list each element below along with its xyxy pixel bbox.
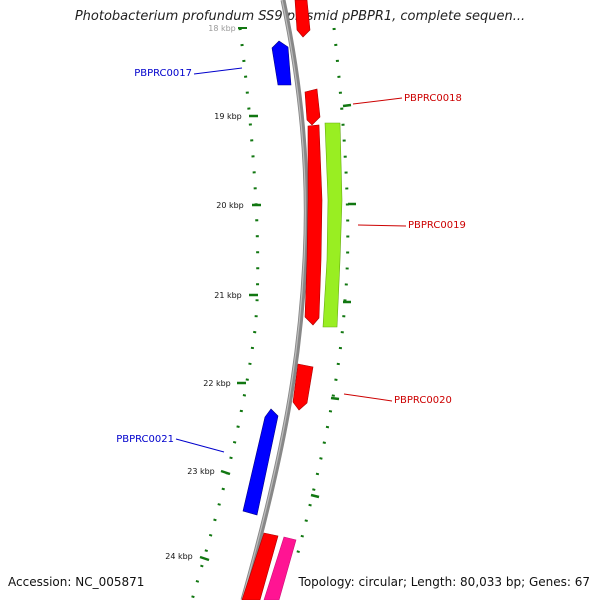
gene-arrow-pbprc0018 bbox=[304, 88, 321, 126]
tick-label-20kbp: 20 kbp bbox=[216, 201, 244, 210]
topology-label: Topology: circular; Length: 80,033 bp; G… bbox=[298, 575, 590, 589]
gene-label-pbprc0017: PBPRC0017 bbox=[134, 68, 192, 79]
leader-line-pbprc0018 bbox=[352, 97, 403, 105]
tick-mark bbox=[220, 469, 231, 476]
leader-line-pbprc0017 bbox=[193, 67, 243, 75]
leader-line-pbprc0020 bbox=[343, 393, 393, 402]
accession-label: Accession: NC_005871 bbox=[8, 575, 145, 589]
outer-tick-marks bbox=[310, 103, 356, 499]
backbone-ring-highlight bbox=[241, 0, 306, 600]
tick-label-24kbp: 24 kbp bbox=[165, 552, 193, 561]
tick-label-23kbp: 23 kbp bbox=[187, 467, 215, 476]
gene-label-pbprc0019: PBPRC0019 bbox=[408, 220, 466, 231]
gene-arrow-pbprc0020 bbox=[292, 363, 314, 411]
gene-label-pbprc0020: PBPRC0020 bbox=[394, 395, 452, 406]
gene-arrow-pbprc0019-red bbox=[304, 124, 323, 326]
leader-line-pbprc0021 bbox=[175, 438, 225, 453]
gene-arrow-bottom-pink bbox=[263, 536, 297, 600]
gene-arrow-pbprc0017 bbox=[271, 40, 292, 86]
outer-dotted-ring bbox=[294, 27, 350, 561]
gene-label-pbprc0021: PBPRC0021 bbox=[116, 434, 174, 445]
leader-line-pbprc0019 bbox=[357, 224, 407, 227]
tick-label-18kbp: 18 kbp bbox=[208, 24, 236, 33]
tick-label-22kbp: 22 kbp bbox=[203, 379, 231, 388]
gene-arrow-pbprc0019-green bbox=[322, 122, 343, 328]
gene-arrow-pbprc0021 bbox=[242, 408, 279, 516]
tick-label-21kbp: 21 kbp bbox=[214, 291, 242, 300]
tick-mark bbox=[199, 555, 210, 562]
gene-label-pbprc0018: PBPRC0018 bbox=[404, 93, 462, 104]
backbone-ring bbox=[240, 0, 309, 600]
tick-label-19kbp: 19 kbp bbox=[214, 112, 242, 121]
gene-arrow-top-red bbox=[294, 0, 311, 38]
gene-arrow-bottom-red bbox=[241, 532, 279, 600]
